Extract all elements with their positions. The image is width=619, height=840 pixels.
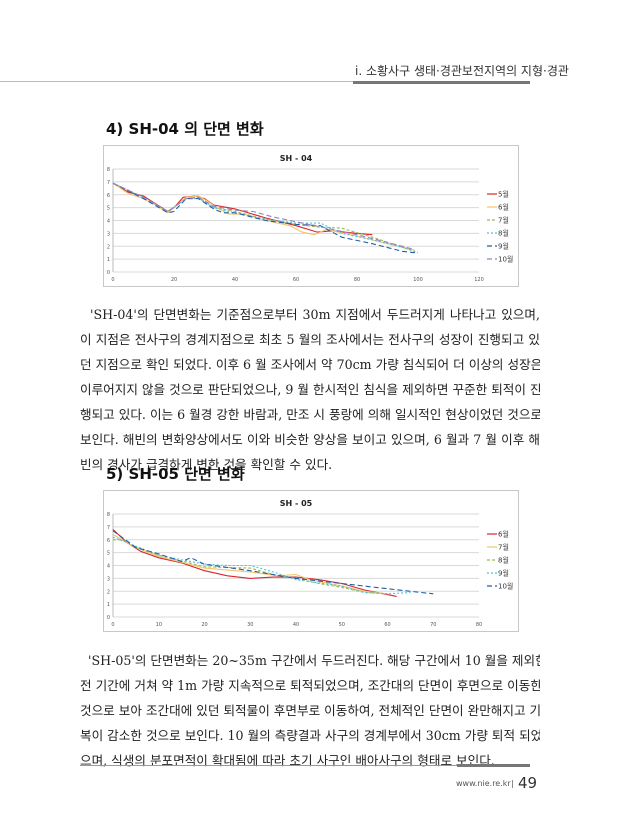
legend-label: 9월 xyxy=(498,242,509,251)
y-tick-label: 5 xyxy=(107,206,110,212)
series-line xyxy=(112,182,373,236)
paragraph-line: 행되고 있다. 이는 6 월경 강한 바람과, 만조 시 풍랑에 의해 일시적인… xyxy=(80,407,540,422)
x-tick-label: 60 xyxy=(384,622,390,628)
x-tick-label: 100 xyxy=(413,277,423,283)
paragraph-line: 'SH-04'의 단면변화는 기준점으로부터 30m 지점에서 두드러지게 나타… xyxy=(80,307,540,322)
legend-label: 10월 xyxy=(498,582,513,591)
legend-label: 9월 xyxy=(498,569,509,578)
x-tick-label: 20 xyxy=(171,277,177,283)
x-tick-label: 70 xyxy=(430,622,436,628)
footer-separator: | xyxy=(511,779,514,788)
legend-label: 5월 xyxy=(498,190,509,199)
paragraph-line: 복이 감소한 것으로 보인다. 10 월의 측량결과 사구의 경계부에서 30c… xyxy=(80,728,540,743)
y-tick-label: 6 xyxy=(107,538,110,544)
y-tick-label: 7 xyxy=(107,180,110,186)
x-tick-label: 60 xyxy=(293,277,299,283)
x-tick-label: 30 xyxy=(247,622,253,628)
chart-title: SH - 04 xyxy=(280,154,313,163)
paragraph-line: 이루어지지 않을 것으로 판단되었으나, 9 월 한시적인 침식을 제외하면 꾸… xyxy=(80,382,540,397)
section-title-sh05: 5) SH-05 단면 변화 xyxy=(106,465,245,483)
y-tick-label: 0 xyxy=(107,615,110,621)
y-tick-label: 3 xyxy=(107,576,110,582)
header-rule xyxy=(0,81,353,82)
x-tick-label: 80 xyxy=(354,277,360,283)
series-line xyxy=(112,536,411,595)
chart-title: SH - 05 xyxy=(280,499,313,508)
paragraph-line: 던 지점으로 확인 되었다. 이후 6 월 조사에서 약 70cm 가량 침식되… xyxy=(80,357,540,372)
running-title: i. 소황사구 생태·경관보전지역의 지형·경관 xyxy=(355,64,569,78)
paragraph-line: 전 기간에 거쳐 약 1m 가량 지속적으로 퇴적되었으며, 조간대의 단면이 … xyxy=(80,678,540,693)
y-tick-label: 3 xyxy=(107,231,110,237)
footer-rule-accent xyxy=(457,764,530,767)
section-title-sh04: 4) SH-04 의 단면 변화 xyxy=(106,120,264,138)
y-tick-label: 2 xyxy=(107,589,110,595)
legend-label: 8월 xyxy=(498,556,509,565)
x-tick-label: 20 xyxy=(201,622,207,628)
y-tick-label: 4 xyxy=(107,219,110,225)
legend-label: 6월 xyxy=(498,530,509,539)
legend-label: 7월 xyxy=(498,216,509,225)
legend-label: 10월 xyxy=(498,255,513,264)
paragraph-line: 것으로 보아 조간대에 있던 퇴적물이 후면부로 이동하여, 전체적인 단면이 … xyxy=(80,703,540,718)
y-tick-label: 1 xyxy=(107,602,110,608)
paragraph-line: 이 지점은 전사구의 경계지점으로 최초 5 월의 조사에서는 전사구의 성장이… xyxy=(80,332,540,347)
x-tick-label: 0 xyxy=(111,622,114,628)
paragraph-line: 으며, 식생의 분포면적이 확대됨에 따라 초기 사구인 배아사구의 형태로 보… xyxy=(80,753,495,768)
header-rule-accent xyxy=(353,81,530,84)
footer-rule xyxy=(80,765,457,766)
paragraph-line: 'SH-05'의 단면변화는 20~35m 구간에서 두드러진다. 해당 구간에… xyxy=(80,653,540,668)
paragraph-sh04: 'SH-04'의 단면변화는 기준점으로부터 30m 지점에서 두드러지게 나타… xyxy=(80,302,540,477)
y-tick-label: 6 xyxy=(107,193,110,199)
chart-sh04: SH - 04 0 1 2 3 4 5 6 7 8 0 20 40 60 80 100 120 5월 6월 7월 8월 9… xyxy=(103,145,519,287)
series-line xyxy=(112,182,415,254)
x-tick-label: 0 xyxy=(111,277,114,283)
y-tick-label: 4 xyxy=(107,564,110,570)
y-tick-label: 1 xyxy=(107,257,110,263)
y-tick-label: 2 xyxy=(107,244,110,250)
legend-label: 8월 xyxy=(498,229,509,238)
x-tick-label: 120 xyxy=(474,277,484,283)
x-tick-label: 40 xyxy=(293,622,299,628)
series-line xyxy=(113,539,388,595)
paragraph-sh05: 'SH-05'의 단면변화는 20~35m 구간에서 두드러진다. 해당 구간에… xyxy=(80,648,540,773)
series-line xyxy=(112,530,434,595)
paragraph-line: 빈의 경사가 급격하게 변한 것을 확인할 수 있다. xyxy=(80,457,333,472)
x-tick-label: 40 xyxy=(232,277,238,283)
paragraph-line: 보인다. 해빈의 변화양상에서도 이와 비슷한 양상을 보이고 있으며, 6 월… xyxy=(80,432,540,447)
x-tick-label: 50 xyxy=(339,622,345,628)
chart-sh05: SH - 05 0 1 2 3 4 5 6 7 8 0 10 20 30 40 50 60 70 80 6월 7월 8월 9… xyxy=(103,490,519,632)
footer-url: www.nie.re.kr xyxy=(456,779,511,788)
series-line xyxy=(112,182,413,250)
y-tick-label: 7 xyxy=(107,525,110,531)
legend-label: 6월 xyxy=(498,203,509,212)
y-tick-label: 5 xyxy=(107,551,110,557)
y-tick-label: 0 xyxy=(107,270,110,276)
legend-label: 7월 xyxy=(498,543,509,552)
series-line xyxy=(112,182,416,251)
y-tick-label: 8 xyxy=(107,512,110,518)
page-number: 49 xyxy=(518,774,538,792)
x-tick-label: 10 xyxy=(156,622,162,628)
y-tick-label: 8 xyxy=(107,167,110,173)
x-tick-label: 80 xyxy=(476,622,482,628)
